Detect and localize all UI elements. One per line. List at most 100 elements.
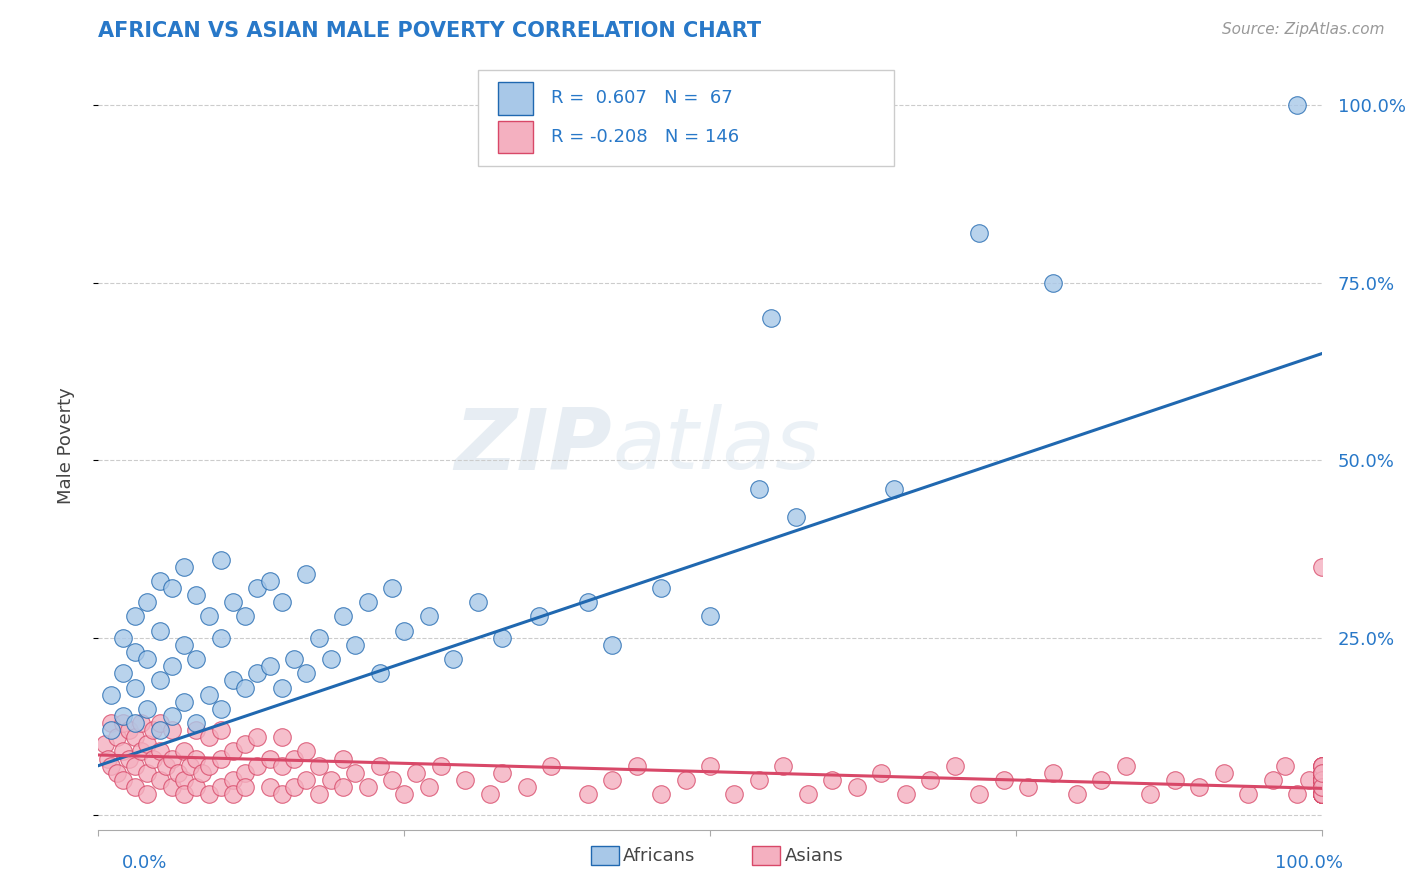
Point	[1310, 758, 1333, 772]
Point	[1310, 780, 1333, 794]
Point	[197, 730, 219, 744]
Bar	[498, 82, 533, 114]
Point	[179, 758, 201, 772]
Point	[626, 758, 648, 772]
Point	[1115, 758, 1137, 772]
Point	[1310, 765, 1333, 780]
Text: atlas: atlas	[612, 404, 820, 488]
Point	[149, 723, 172, 738]
Point	[967, 787, 990, 801]
Point	[1310, 780, 1333, 794]
Point	[186, 716, 208, 731]
Point	[1212, 765, 1234, 780]
Point	[149, 624, 172, 638]
Text: AFRICAN VS ASIAN MALE POVERTY CORRELATION CHART: AFRICAN VS ASIAN MALE POVERTY CORRELATIO…	[98, 21, 762, 41]
Y-axis label: Male Poverty: Male Poverty	[56, 388, 75, 504]
Point	[209, 631, 232, 645]
Point	[160, 780, 183, 794]
Point	[246, 666, 269, 681]
Point	[920, 772, 942, 787]
Point	[1310, 772, 1333, 787]
Point	[124, 758, 146, 772]
Point	[392, 624, 416, 638]
Point	[160, 581, 183, 595]
Point	[100, 758, 122, 772]
Point	[1310, 772, 1333, 787]
Point	[111, 744, 134, 758]
Point	[233, 737, 256, 751]
Point	[124, 716, 146, 731]
Point	[259, 574, 281, 588]
Point	[1310, 758, 1333, 772]
Point	[467, 595, 489, 609]
Point	[136, 765, 159, 780]
Point	[283, 652, 305, 666]
Point	[136, 702, 159, 716]
Point	[186, 652, 208, 666]
Point	[149, 744, 172, 758]
Point	[1298, 772, 1320, 787]
Point	[356, 780, 378, 794]
Point	[699, 609, 721, 624]
Text: R = -0.208   N = 146: R = -0.208 N = 146	[551, 128, 740, 146]
Point	[1310, 780, 1333, 794]
Point	[124, 780, 146, 794]
Point	[1310, 772, 1333, 787]
Point	[270, 758, 294, 772]
Point	[111, 772, 134, 787]
Point	[515, 780, 537, 794]
Point	[332, 780, 354, 794]
Point	[186, 751, 208, 765]
Point	[491, 765, 513, 780]
Point	[233, 765, 256, 780]
Text: Asians: Asians	[785, 847, 844, 865]
Point	[124, 645, 146, 659]
Point	[197, 688, 219, 702]
Point	[173, 744, 195, 758]
Point	[197, 787, 219, 801]
Point	[173, 638, 195, 652]
Point	[430, 758, 453, 772]
Point	[797, 787, 820, 801]
Point	[283, 751, 305, 765]
Point	[149, 574, 172, 588]
Point	[149, 716, 172, 731]
Point	[173, 787, 195, 801]
Point	[209, 702, 232, 716]
Point	[197, 609, 219, 624]
FancyBboxPatch shape	[478, 70, 894, 166]
Point	[1310, 559, 1333, 574]
Point	[1090, 772, 1112, 787]
Point	[1310, 765, 1333, 780]
Point	[270, 787, 294, 801]
Point	[967, 226, 990, 240]
Point	[136, 787, 159, 801]
Point	[124, 609, 146, 624]
Point	[100, 723, 122, 738]
Point	[136, 737, 159, 751]
Point	[308, 631, 330, 645]
Point	[209, 780, 232, 794]
Point	[1310, 772, 1333, 787]
Point	[160, 709, 183, 723]
Point	[478, 787, 501, 801]
Point	[332, 609, 354, 624]
Text: Africans: Africans	[623, 847, 695, 865]
Point	[259, 751, 281, 765]
Point	[111, 709, 134, 723]
Point	[1310, 787, 1333, 801]
Point	[142, 723, 165, 738]
Point	[222, 787, 245, 801]
Text: R =  0.607   N =  67: R = 0.607 N = 67	[551, 89, 733, 108]
Text: 0.0%: 0.0%	[122, 855, 167, 872]
Point	[308, 787, 330, 801]
Point	[650, 581, 672, 595]
Point	[356, 595, 378, 609]
Point	[191, 765, 214, 780]
Text: 100.0%: 100.0%	[1275, 855, 1343, 872]
Point	[723, 787, 745, 801]
Point	[1042, 276, 1064, 290]
Point	[1310, 772, 1333, 787]
Point	[454, 772, 477, 787]
Point	[105, 730, 128, 744]
